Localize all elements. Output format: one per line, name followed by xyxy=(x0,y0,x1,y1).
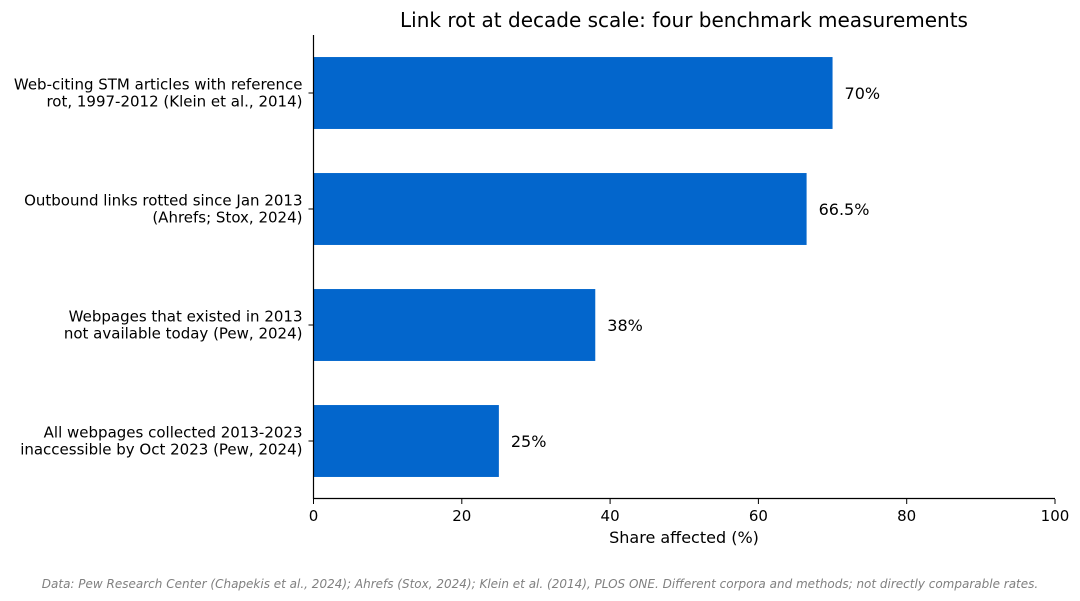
bar-1 xyxy=(313,173,807,245)
category-labels-group: Web-citing STM articles with reference ro… xyxy=(14,76,314,459)
category-label-line: rot, 1997-2012 (Klein et al., 2014) xyxy=(46,93,302,111)
x-tick-label-3: 60 xyxy=(749,507,768,525)
footnote: Data: Pew Research Center (Chapekis et a… xyxy=(42,577,1038,591)
data-labels-group: 70% 66.5% 38% 25% xyxy=(511,84,880,451)
category-label-line: Web-citing STM articles with reference xyxy=(14,76,303,94)
category-label-line: All webpages collected 2013-2023 xyxy=(44,424,303,442)
category-label-line: inaccessible by Oct 2023 (Pew, 2024) xyxy=(20,441,302,459)
data-label-2: 38% xyxy=(607,316,643,335)
bars-group xyxy=(313,57,833,477)
x-tick-label-0: 0 xyxy=(309,507,319,525)
x-tick-label-1: 20 xyxy=(452,507,471,525)
chart-title: Link rot at decade scale: four benchmark… xyxy=(400,8,968,32)
category-label-2: Webpages that existed in 2013 not availab… xyxy=(64,308,303,343)
x-tick-label-5: 100 xyxy=(1041,507,1070,525)
bar-0 xyxy=(313,57,833,129)
data-label-0: 70% xyxy=(845,84,881,103)
data-label-3: 25% xyxy=(511,432,547,451)
category-label-1: Outbound links rotted since Jan 2013 (Ahr… xyxy=(24,192,302,227)
category-label-line: Outbound links rotted since Jan 2013 xyxy=(24,192,302,210)
category-label-3: All webpages collected 2013-2023 inaccess… xyxy=(20,424,302,459)
category-label-line: Webpages that existed in 2013 xyxy=(69,308,303,326)
data-label-1: 66.5% xyxy=(819,200,870,219)
category-label-line: (Ahrefs; Stox, 2024) xyxy=(152,209,302,227)
x-tick-label-4: 80 xyxy=(897,507,916,525)
x-tick-label-2: 40 xyxy=(601,507,620,525)
x-axis-label: Share affected (%) xyxy=(609,528,759,547)
x-ticks-group: 0 20 40 60 80 100 xyxy=(309,499,1070,525)
bar-3 xyxy=(313,405,499,477)
bar-2 xyxy=(313,289,596,361)
category-label-0: Web-citing STM articles with reference ro… xyxy=(14,76,303,111)
category-label-line: not available today (Pew, 2024) xyxy=(64,325,303,343)
